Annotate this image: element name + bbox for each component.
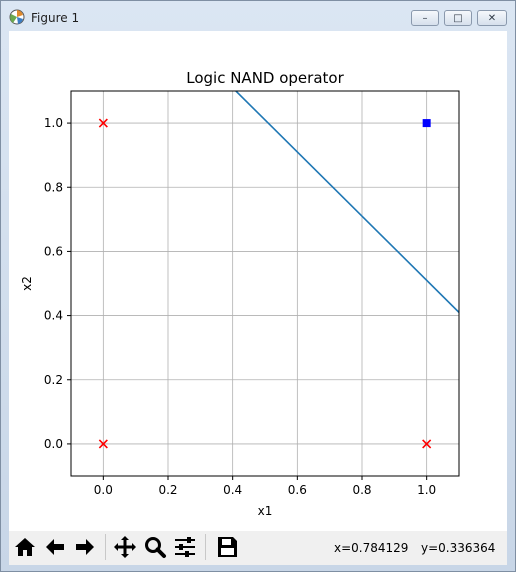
forward-button[interactable]	[71, 533, 99, 561]
home-button[interactable]	[11, 533, 39, 561]
x-tick-label: 0.8	[352, 483, 371, 497]
arrow-right-icon	[76, 539, 94, 555]
minimize-button[interactable]: –	[411, 10, 439, 26]
y-tick-label: 0.2	[44, 373, 63, 387]
zoom-button[interactable]	[141, 533, 169, 561]
x-axis-label: x1	[258, 504, 273, 518]
data-point-x-marker	[422, 439, 432, 449]
y-tick-label: 0.8	[44, 180, 63, 194]
sliders-icon	[175, 537, 195, 557]
chart-title: Logic NAND operator	[186, 69, 344, 87]
magnifier-icon	[145, 537, 166, 558]
pan-button[interactable]	[111, 533, 139, 561]
matplotlib-app-icon	[9, 9, 25, 25]
x-tick-label: 1.0	[417, 483, 436, 497]
title-bar[interactable]: Figure 1 – □ ✕	[1, 1, 515, 31]
x-tick-label: 0.6	[288, 483, 307, 497]
save-button[interactable]	[213, 533, 241, 561]
x-tick-label: 0.4	[223, 483, 242, 497]
window-title: Figure 1	[31, 11, 80, 25]
y-tick-label: 0.0	[44, 437, 63, 451]
x-tick-label: 0.2	[158, 483, 177, 497]
toolbar-separator	[105, 534, 106, 560]
decision-line	[235, 91, 459, 313]
plot-area[interactable]: 0.0 0.2 0.4 0.6 0.8 1.0 0.0 0.2 0.4 0.6 0.8 1.0 Logi…	[9, 31, 507, 531]
minimize-icon: –	[422, 12, 428, 24]
configure-subplots-button[interactable]	[171, 533, 199, 561]
move-icon	[114, 536, 136, 558]
maximize-icon: □	[453, 12, 463, 24]
back-button[interactable]	[41, 533, 69, 561]
axes-frame	[70, 90, 460, 477]
floppy-disk-icon	[218, 537, 237, 557]
x-tick-label: 0.0	[94, 483, 113, 497]
toolbar-separator	[205, 534, 206, 560]
home-icon	[15, 538, 35, 556]
navigation-toolbar: x=0.784129 y=0.336364	[9, 531, 507, 565]
cursor-x-readout: x=0.784129	[334, 541, 409, 555]
figure-canvas[interactable]: 0.0 0.2 0.4 0.6 0.8 1.0 0.0 0.2 0.4 0.6 0.8 1.0 Logi…	[9, 31, 507, 565]
close-icon: ✕	[487, 12, 497, 24]
y-axis-label: x2	[20, 276, 34, 291]
maximize-button[interactable]: □	[444, 10, 472, 26]
data-point-square-marker	[422, 119, 431, 128]
data-point-x-marker	[98, 439, 108, 449]
y-tick-label: 1.0	[44, 116, 63, 130]
y-tick-label: 0.4	[44, 309, 63, 323]
arrow-left-icon	[46, 539, 64, 555]
y-tick-label: 0.6	[44, 244, 63, 258]
close-button[interactable]: ✕	[477, 10, 507, 26]
data-point-x-marker	[98, 118, 108, 128]
cursor-y-readout: y=0.336364	[421, 541, 496, 555]
